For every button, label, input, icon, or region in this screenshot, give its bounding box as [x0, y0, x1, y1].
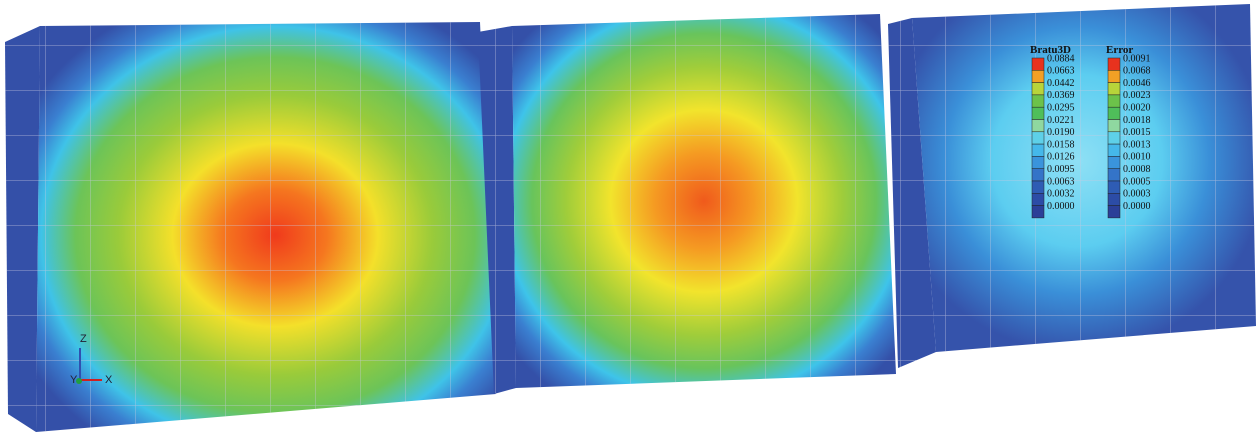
legend-label: 0.0126 [1047, 152, 1075, 163]
legend-swatch [1107, 82, 1121, 96]
legend-label: 0.0013 [1123, 139, 1151, 150]
legend-label: 0.0005 [1123, 176, 1151, 187]
legend-swatch [1107, 156, 1121, 169]
legend-label: 0.0000 [1047, 201, 1075, 212]
legend-swatch [1031, 82, 1045, 96]
legend-label: 0.0884 [1047, 53, 1075, 64]
legend-swatch [1031, 94, 1045, 108]
legend-label: 0.0369 [1047, 90, 1075, 101]
legend-label: 0.0095 [1047, 164, 1075, 175]
legend-swatch [1031, 119, 1045, 133]
y-axis [76, 378, 82, 384]
legend-label: 0.0295 [1047, 102, 1075, 113]
legend-swatch [1107, 57, 1121, 71]
legend-label: 0.0010 [1123, 152, 1151, 163]
cube-grid [36, 22, 496, 432]
legend-swatch [1107, 193, 1121, 206]
legend-label: 0.0032 [1047, 189, 1075, 200]
legend-swatch [1107, 143, 1121, 157]
legend-swatch [1031, 57, 1045, 71]
legend-swatch [1031, 180, 1045, 194]
legend-label: 0.0023 [1123, 90, 1151, 101]
legend-label: 0.0020 [1123, 102, 1151, 113]
cube-grid [5, 26, 40, 432]
legend-swatch [1107, 180, 1121, 194]
legend-label: 0.0000 [1123, 201, 1151, 212]
legend-swatch [1107, 106, 1121, 120]
legend-label: 0.0091 [1123, 53, 1151, 64]
legend-label: 0.0018 [1123, 115, 1151, 126]
legend-swatch [1107, 205, 1121, 219]
cube-grid [888, 18, 936, 368]
legend-swatch [1107, 168, 1121, 182]
legend-label: 0.0063 [1047, 176, 1075, 187]
legend-swatch [1031, 70, 1045, 83]
axis-label: Y [70, 374, 78, 386]
axis-label: Z [80, 333, 87, 345]
legend-swatch [1107, 131, 1121, 145]
legend-label: 0.0008 [1123, 164, 1151, 175]
legend-swatch [1031, 205, 1045, 219]
axis-label: X [105, 374, 113, 386]
legend-label: 0.0015 [1123, 127, 1151, 138]
legend-title: Error [1106, 44, 1133, 56]
cube-grid [512, 14, 896, 388]
legend-label: 0.0046 [1123, 78, 1151, 89]
legend-swatch [1031, 168, 1045, 182]
legend-label: 0.0663 [1047, 66, 1075, 77]
legend-swatch [1031, 106, 1045, 120]
legend-title: Bratu3D [1030, 44, 1071, 56]
legend-label: 0.0158 [1047, 139, 1075, 150]
legend-swatch [1107, 119, 1121, 133]
legend-swatch [1031, 193, 1045, 206]
legend-label: 0.0190 [1047, 127, 1075, 138]
cube-grid [912, 4, 1256, 352]
legend-swatch [1031, 156, 1045, 169]
cube-grid [478, 26, 516, 394]
legend-swatch [1107, 70, 1121, 83]
legend-swatch [1107, 94, 1121, 108]
legend-swatch [1031, 131, 1045, 145]
legend-label: 0.0221 [1047, 115, 1075, 126]
legend-label: 0.0068 [1123, 66, 1151, 77]
legend-label: 0.0003 [1123, 189, 1151, 200]
legend-swatch [1031, 143, 1045, 157]
legend-label: 0.0442 [1047, 78, 1075, 89]
